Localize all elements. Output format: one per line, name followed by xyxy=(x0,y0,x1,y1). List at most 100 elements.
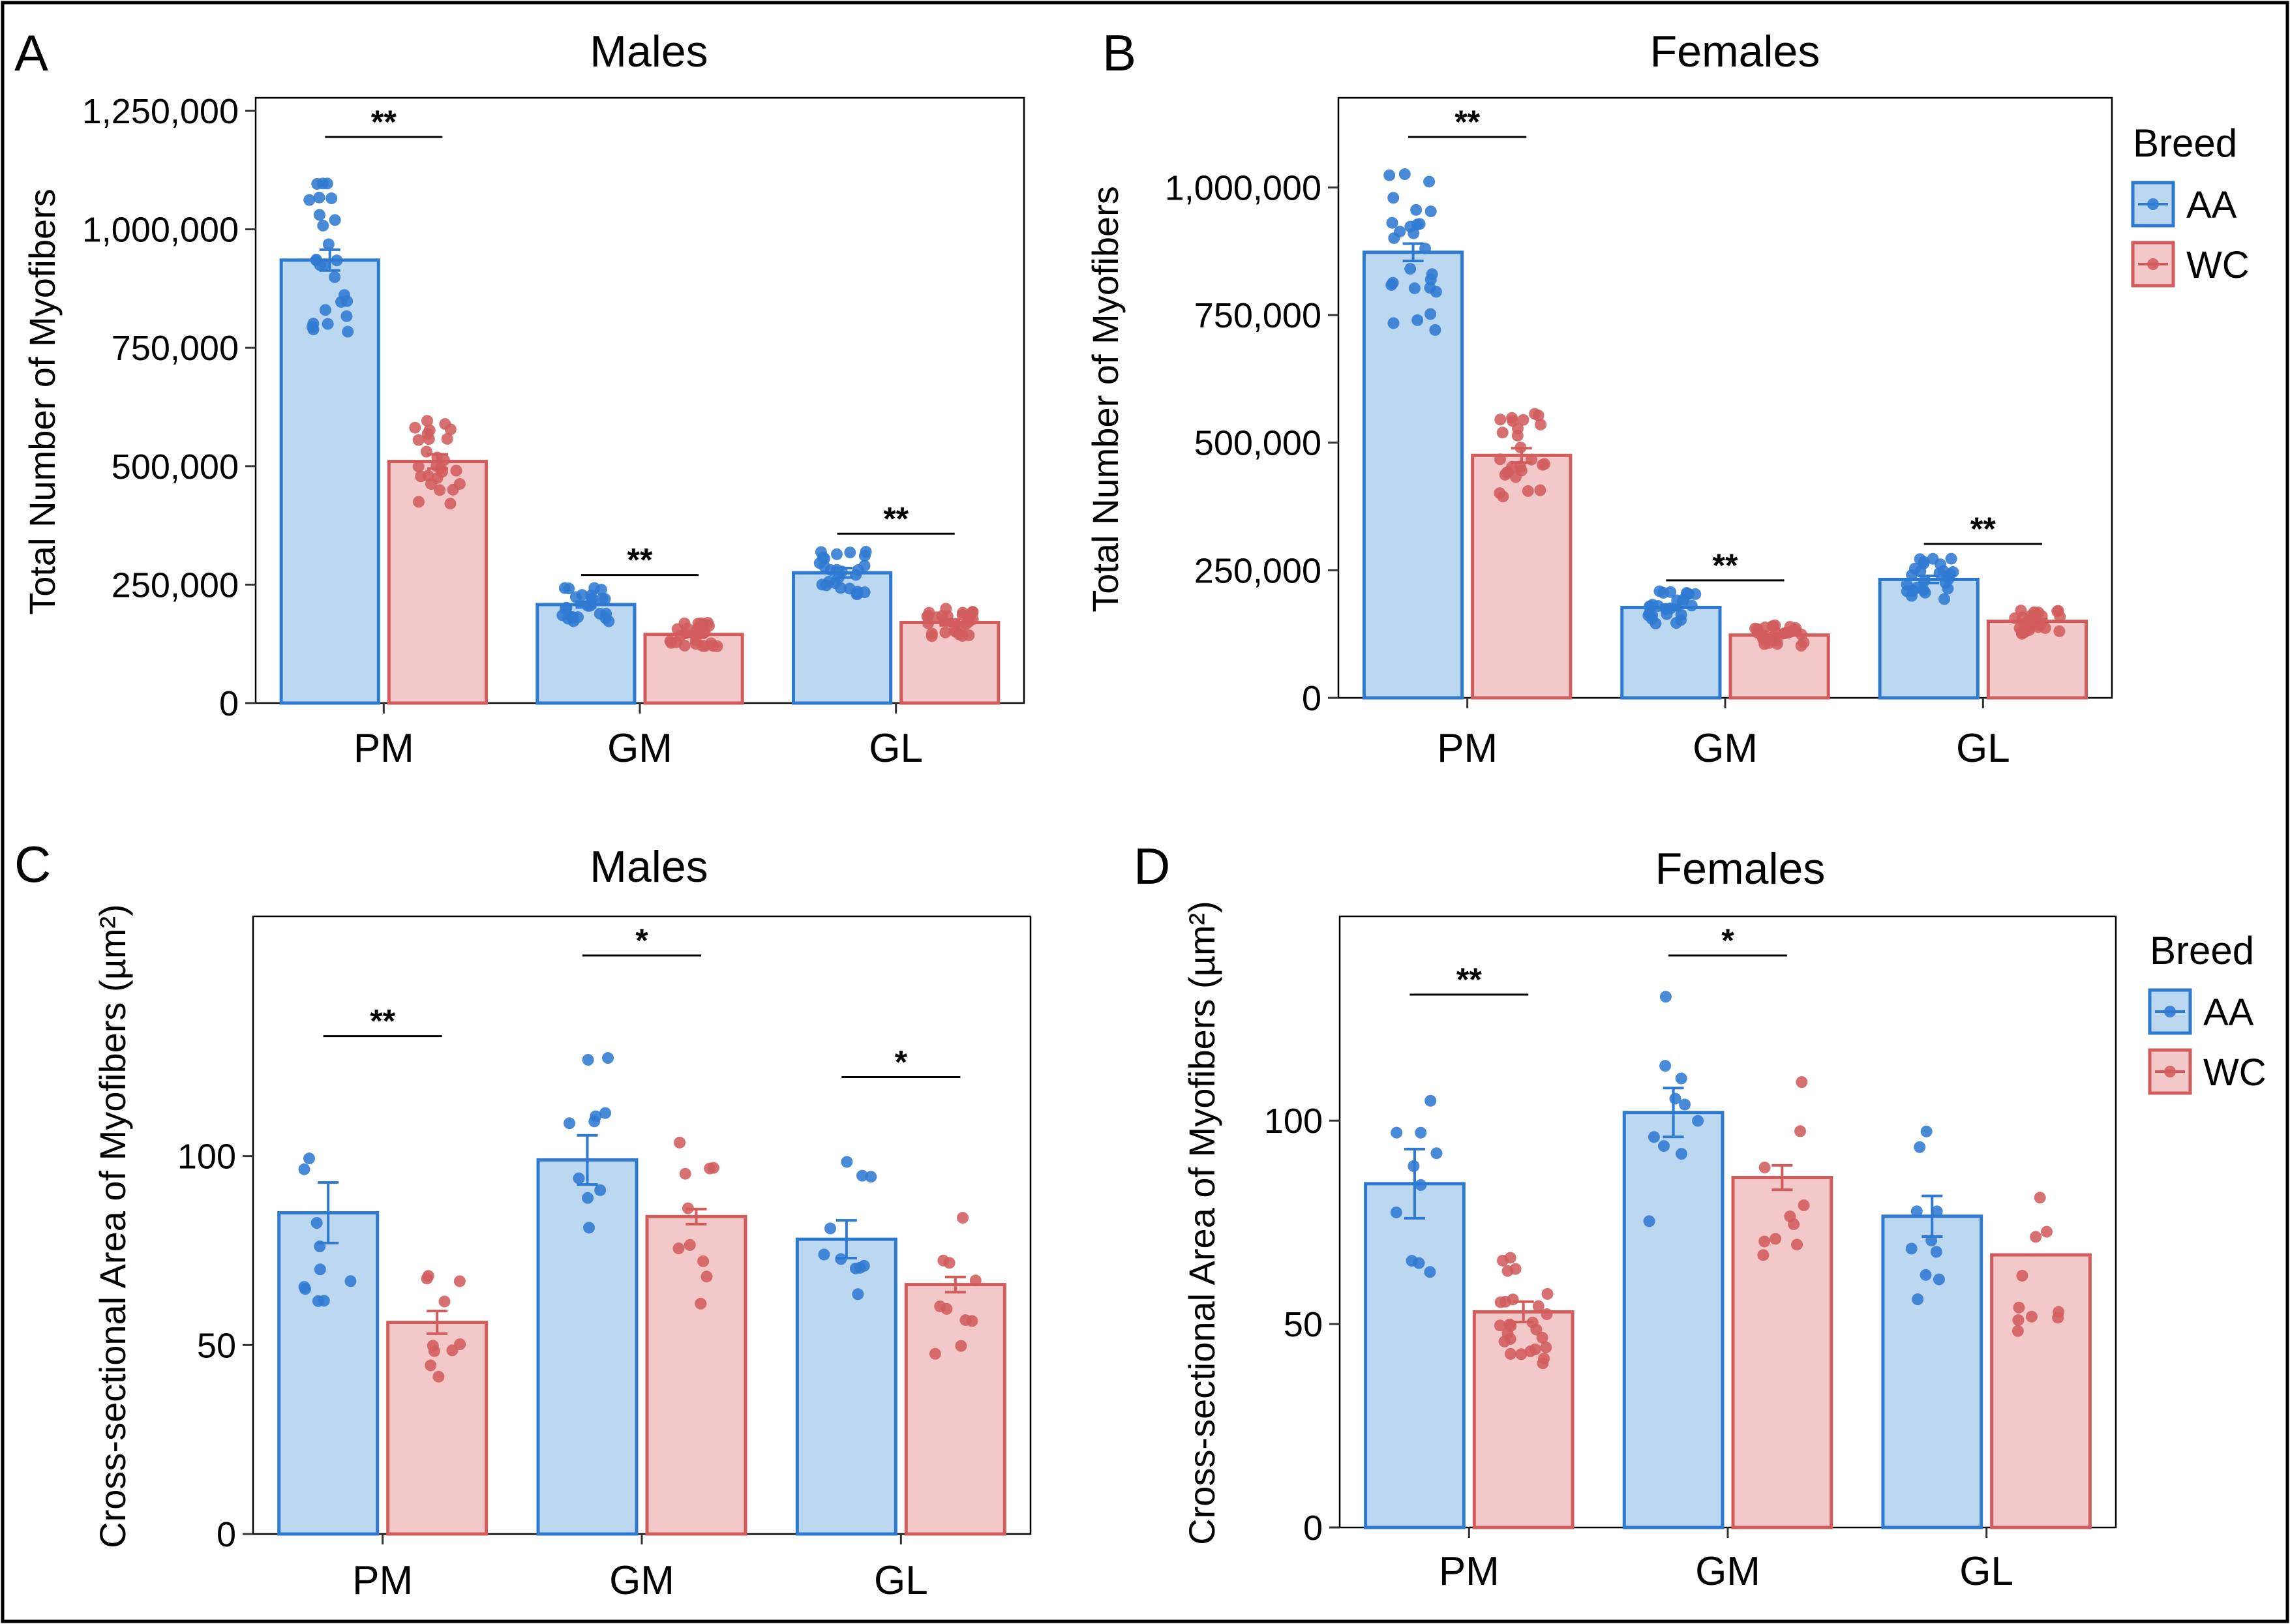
data-point xyxy=(432,1370,445,1383)
data-point xyxy=(1642,609,1655,622)
data-point xyxy=(1901,578,1913,590)
data-point xyxy=(340,310,353,322)
data-point xyxy=(1758,638,1771,650)
significance-marker: ** xyxy=(1713,547,1738,584)
data-point xyxy=(412,460,425,473)
data-point xyxy=(1676,1148,1688,1160)
data-point xyxy=(1430,1147,1443,1160)
data-point xyxy=(338,289,350,301)
significance-marker: * xyxy=(1721,922,1734,959)
data-point xyxy=(446,1344,459,1357)
bar-wc-gm xyxy=(645,1214,747,1536)
data-point xyxy=(1770,1233,1782,1245)
data-point xyxy=(1685,599,1698,612)
bar-aa-pm xyxy=(1362,250,1464,700)
data-point xyxy=(1643,600,1655,612)
data-point xyxy=(423,433,435,445)
plot-frame xyxy=(1338,915,2117,1529)
data-point xyxy=(950,625,962,638)
data-point xyxy=(1424,1094,1437,1107)
data-point xyxy=(583,1222,595,1234)
data-point xyxy=(1505,1347,1517,1360)
y-tick-label: 1,250,000 xyxy=(82,92,239,131)
bar-wc-gm xyxy=(1731,1176,1833,1529)
significance-marker: ** xyxy=(1970,511,1996,547)
data-point xyxy=(441,432,453,445)
panel-c: C Males Cross-sectional Area of Myofibers … xyxy=(14,835,1032,1603)
panel-b: B Females Total Number of Myofibers 0 250,00… xyxy=(1085,24,2250,771)
data-point xyxy=(1415,1126,1427,1139)
data-point xyxy=(409,421,421,434)
data-point xyxy=(1692,1115,1704,1127)
data-point xyxy=(2022,615,2034,627)
x-tick-label: GL xyxy=(874,1558,928,1603)
data-point xyxy=(1383,169,1396,181)
y-tick-label: 0 xyxy=(219,684,239,723)
data-point xyxy=(2009,612,2021,624)
data-point xyxy=(701,1271,713,1283)
data-point xyxy=(1796,1076,1808,1089)
data-point xyxy=(695,1297,707,1310)
data-point xyxy=(1424,308,1437,320)
data-point xyxy=(695,617,708,629)
data-point xyxy=(319,304,331,316)
panel-a: A Males Total Number of Myofibers 0 250,000 5… xyxy=(14,24,1025,771)
data-point xyxy=(312,1295,324,1307)
data-point xyxy=(943,1257,956,1269)
data-point xyxy=(588,1115,601,1128)
data-point xyxy=(1423,175,1436,188)
significance-marker: ** xyxy=(883,500,909,537)
data-point xyxy=(2016,1269,2028,1282)
plot-frame xyxy=(254,97,1025,704)
data-point xyxy=(2012,1314,2025,1327)
data-point xyxy=(1411,314,1424,326)
data-point xyxy=(322,238,335,250)
y-tick-label: 1,000,000 xyxy=(1165,168,1321,207)
panel-letter: A xyxy=(14,24,48,82)
data-point xyxy=(603,615,615,627)
data-point xyxy=(2030,1231,2042,1243)
x-tick-label: GL xyxy=(869,726,923,771)
data-point xyxy=(1413,218,1426,230)
x-tick-label: GL xyxy=(1956,726,2010,771)
data-point xyxy=(1498,1335,1511,1347)
panel-letter: C xyxy=(14,835,51,893)
data-point xyxy=(595,584,607,596)
data-point xyxy=(1496,1254,1509,1267)
data-point xyxy=(834,582,847,594)
data-point xyxy=(1496,427,1509,439)
bar-wc-pm xyxy=(387,460,489,705)
data-point xyxy=(852,1288,864,1301)
data-point xyxy=(444,423,457,436)
data-point xyxy=(1758,1235,1771,1248)
data-point xyxy=(450,464,462,477)
data-point xyxy=(1535,418,1547,430)
data-point xyxy=(670,636,682,648)
data-point xyxy=(331,254,343,267)
data-point xyxy=(1930,1246,1942,1258)
y-tick-label: 0 xyxy=(1302,679,1321,718)
y-tick-label: 0 xyxy=(217,1515,236,1554)
data-point xyxy=(1386,217,1398,229)
legend-key-point xyxy=(2147,198,2159,210)
legend-key-point xyxy=(2164,1066,2176,1077)
x-tick-label: GM xyxy=(607,726,672,771)
y-axis-label: Cross-sectional Area of Myofibers (µm²) xyxy=(1181,901,1222,1545)
data-point xyxy=(922,617,935,629)
data-point xyxy=(412,496,425,508)
data-point xyxy=(699,626,711,639)
data-point xyxy=(1522,485,1534,497)
chart-title: Males xyxy=(590,27,708,76)
data-point xyxy=(697,1255,710,1267)
data-point xyxy=(1429,323,1441,336)
data-point xyxy=(314,1263,326,1276)
data-point xyxy=(707,1162,719,1174)
y-tick-label: 500,000 xyxy=(112,447,239,487)
data-point xyxy=(854,1261,866,1274)
data-point xyxy=(1532,1300,1544,1312)
y-tick-label: 750,000 xyxy=(112,329,239,368)
data-point xyxy=(1918,556,1930,568)
data-point xyxy=(1424,205,1437,218)
legend-title: Breed xyxy=(2133,121,2237,165)
y-tick-label: 500,000 xyxy=(1194,424,1321,463)
